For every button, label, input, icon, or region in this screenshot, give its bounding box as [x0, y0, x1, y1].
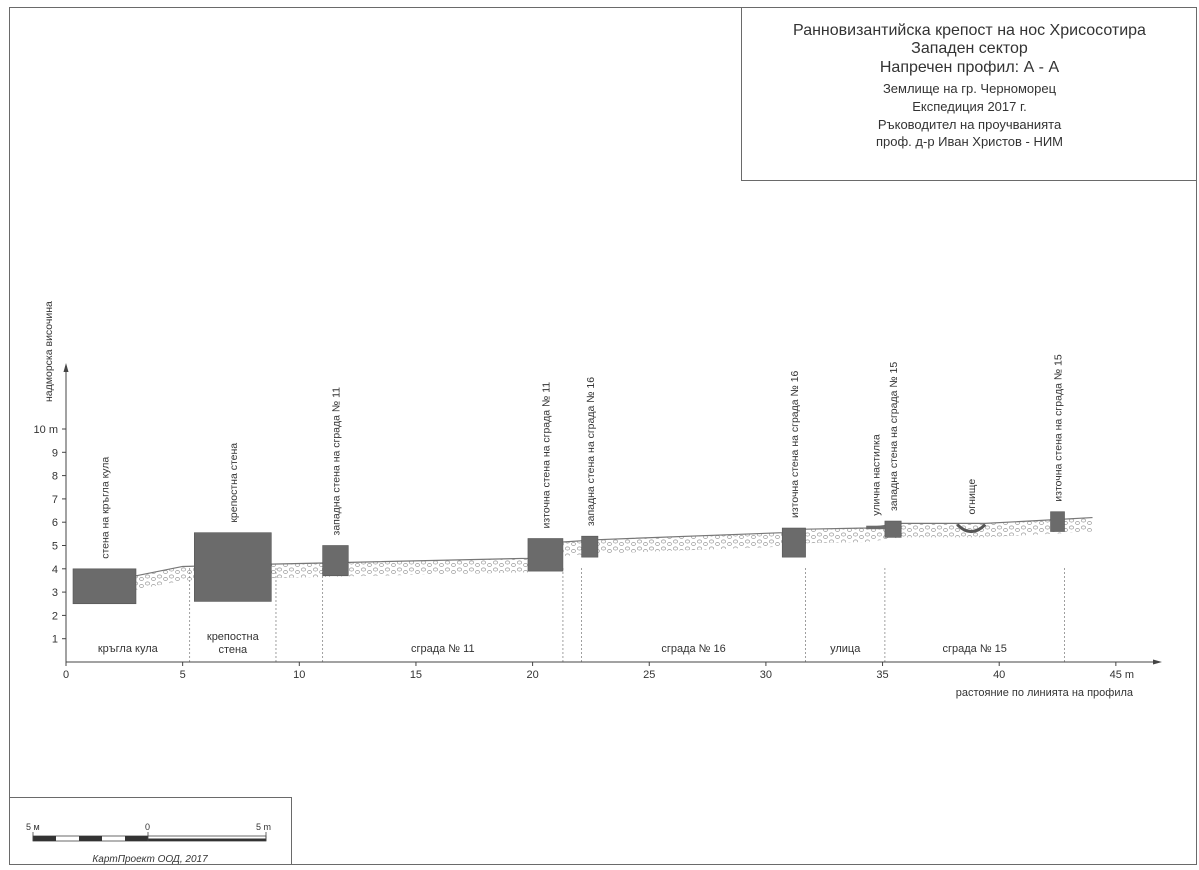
- x-tick-label: 30: [760, 669, 772, 681]
- zone-label: улица: [830, 643, 861, 655]
- wall-block: [72, 568, 137, 605]
- wall-label: западна стена на сграда № 15: [888, 362, 900, 511]
- x-tick-label: 10: [293, 669, 305, 681]
- zone-dividers-group: [189, 566, 1065, 662]
- zone-label: сграда № 16: [661, 643, 725, 655]
- y-tick-label: 6: [52, 517, 58, 529]
- drawing-frame: [9, 7, 1197, 865]
- x-tick-label: 0: [63, 669, 69, 681]
- wall-label: западна стена на сграда № 16: [585, 377, 597, 526]
- hearth-shape: [956, 523, 987, 534]
- zone-label: кръгла кула: [98, 643, 159, 655]
- labels-group: стена на кръгла кула крепостна стена запад…: [98, 354, 1065, 656]
- wall-label: източна стена на сграда № 15: [1053, 354, 1065, 502]
- wall-label: западна стена на сграда № 11: [330, 387, 342, 536]
- y-tick-label: 9: [52, 447, 58, 459]
- y-tick-label: 2: [52, 610, 58, 622]
- wall-block: [1050, 511, 1065, 532]
- zone-label: крепостна: [207, 631, 260, 643]
- zone-label: сграда № 15: [942, 643, 1006, 655]
- y-tick-label: 3: [52, 587, 58, 599]
- x-tick-label: 25: [643, 669, 655, 681]
- scale-bar: 5 м 0 5 m КартПроект ООД, 2017: [26, 822, 271, 865]
- y-tick-label: 5: [52, 541, 58, 553]
- x-tick-label: 45 m: [1110, 669, 1134, 681]
- zone-label: стена: [218, 644, 248, 656]
- expedition-text: Експедиция 2017 г.: [912, 99, 1027, 115]
- x-axis-label: растояние по линията на профила: [956, 687, 1134, 699]
- wall-block: [884, 520, 902, 538]
- wall-block: [194, 532, 272, 602]
- walls-group: [72, 511, 1065, 605]
- axis-ticks-group: 1 2 3 4 5 6 7 8 9 10 m 0 5 10 15 20 25 30 35 40 45 m: [34, 424, 1135, 681]
- feature-label: улична настилка: [871, 434, 883, 516]
- y-axis-arrow-icon: [63, 363, 69, 372]
- x-tick-label: 20: [526, 669, 538, 681]
- wall-label: източна стена на сграда № 16: [789, 370, 801, 518]
- y-axis-label: надморска височина: [43, 301, 55, 402]
- title-block: Ранновизантийска крепост на нос Хрисосот…: [741, 7, 1197, 181]
- x-tick-label: 40: [993, 669, 1005, 681]
- scale-bar-segment: [125, 836, 148, 841]
- y-tick-label: 4: [52, 564, 58, 576]
- fill-layer-group: [135, 517, 1093, 590]
- sector-title: Западен сектор: [911, 40, 1028, 58]
- x-axis-arrow-icon: [1153, 659, 1162, 665]
- scale-mid-label: 0: [145, 822, 150, 832]
- leader-name: проф. д-р Иван Христов - НИМ: [875, 133, 1064, 149]
- feature-label: огнище: [966, 479, 978, 515]
- scale-left-label: 5 м: [26, 822, 40, 832]
- street-paving-block: [866, 525, 885, 530]
- wall-label: стена на кръгла кула: [99, 457, 111, 559]
- x-tick-label: 5: [180, 669, 186, 681]
- site-title: Ранновизантийска крепост на нос Хрисосот…: [793, 22, 1146, 39]
- wall-block: [322, 545, 349, 577]
- y-tick-label: 10 m: [34, 424, 58, 436]
- scale-credit: КартПроект ООД, 2017: [92, 854, 208, 865]
- x-tick-label: 35: [876, 669, 888, 681]
- y-tick-label: 1: [52, 634, 58, 646]
- scale-bar-segment: [79, 836, 102, 841]
- scale-right-label: 5 m: [256, 822, 271, 832]
- wall-block: [581, 535, 599, 558]
- wall-block: [527, 538, 564, 572]
- scale-bar-segment: [148, 838, 266, 841]
- pebble-fill-layer: [135, 517, 1093, 590]
- zone-label: сграда № 11: [411, 643, 475, 655]
- scale-block: [9, 797, 292, 865]
- y-tick-label: 8: [52, 471, 58, 483]
- location-text: Землище на гр. Черноморец: [882, 81, 1057, 97]
- scale-bar-segment: [33, 836, 56, 841]
- wall-block: [781, 527, 806, 558]
- wall-label: крепостна стена: [228, 443, 240, 523]
- wall-label: източна стена на сграда № 11: [540, 382, 552, 529]
- y-tick-label: 7: [52, 494, 58, 506]
- axes-group: [63, 363, 1162, 665]
- profile-title: Напречен профил: А - А: [879, 58, 1060, 76]
- leader-heading: Ръководител на проучванията: [877, 117, 1062, 133]
- x-tick-label: 15: [410, 669, 422, 681]
